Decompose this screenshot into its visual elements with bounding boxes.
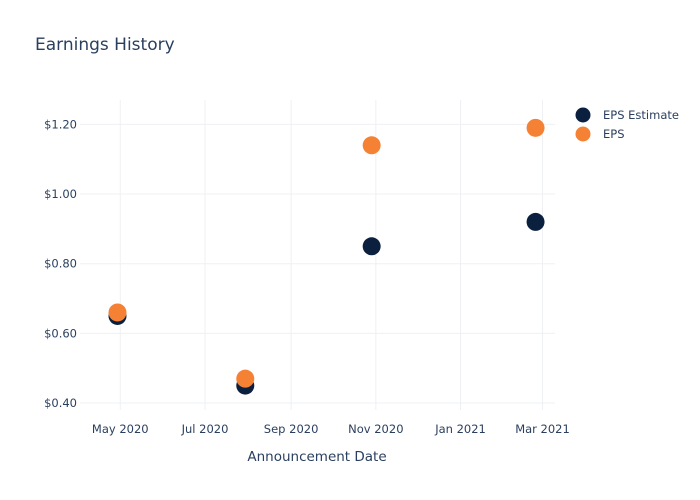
y-tick-label: $0.80 — [44, 257, 77, 271]
legend-marker — [575, 126, 591, 142]
x-axis-title: Announcement Date — [247, 449, 386, 465]
eps-point[interactable] — [362, 136, 381, 155]
eps-point[interactable] — [108, 303, 127, 322]
legend-item-eps-estimate[interactable]: EPS Estimate — [575, 107, 679, 123]
legend-label: EPS — [603, 127, 625, 141]
y-tick-label: $0.40 — [44, 396, 77, 410]
y-tick-label: $1.00 — [44, 187, 77, 201]
legend[interactable]: EPS Estimate EPS — [575, 107, 679, 142]
x-tick-label: Sep 2020 — [264, 422, 319, 436]
legend-marker — [575, 107, 591, 123]
eps-point[interactable] — [526, 118, 545, 137]
y-axis-tick-labels: $0.40 $0.60 $0.80 $1.00 $1.20 — [44, 117, 77, 410]
x-tick-label: May 2020 — [92, 422, 149, 436]
eps-estimate-point[interactable] — [526, 212, 545, 231]
x-tick-label: Mar 2021 — [515, 422, 570, 436]
x-tick-label: Jan 2021 — [434, 422, 486, 436]
y-tick-label: $1.20 — [44, 117, 77, 131]
eps-estimate-point[interactable] — [362, 237, 381, 256]
y-tick-label: $0.60 — [44, 326, 77, 340]
legend-label: EPS Estimate — [603, 108, 679, 122]
x-tick-label: Nov 2020 — [348, 422, 403, 436]
eps-point[interactable] — [236, 369, 255, 388]
grid-lines — [80, 100, 555, 410]
x-axis-tick-labels: May 2020 Jul 2020 Sep 2020 Nov 2020 Jan 2021… — [92, 422, 570, 436]
chart-title: Earnings History — [35, 35, 175, 55]
legend-item-eps[interactable]: EPS — [575, 126, 625, 142]
x-tick-label: Jul 2020 — [181, 422, 229, 436]
data-points[interactable] — [108, 118, 545, 395]
